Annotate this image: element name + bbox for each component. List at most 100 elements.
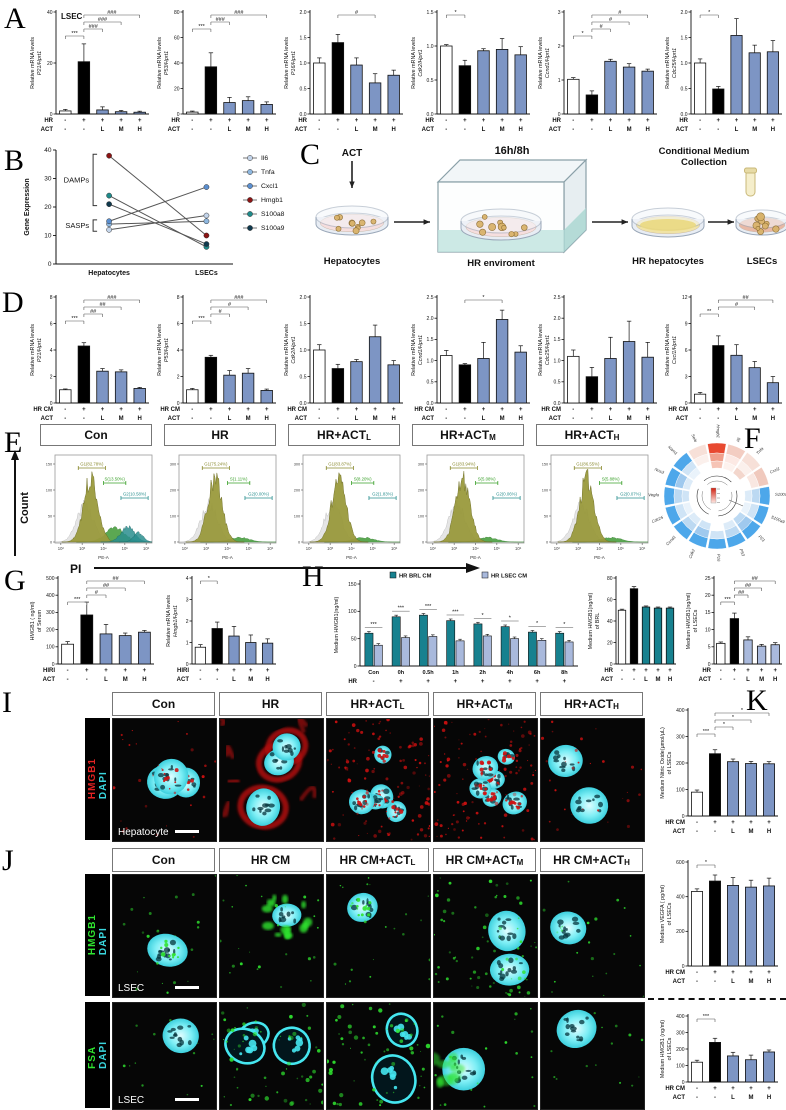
sig-label: # [228,302,232,308]
sig-label: # [735,302,739,308]
svg-text:+: + [143,668,147,674]
svg-text:1.0: 1.0 [300,61,307,67]
svg-text:300: 300 [170,462,177,467]
flow-condition-header-4: HR+ACT H [536,424,648,446]
svg-text:20: 20 [705,593,711,599]
bar [691,791,703,817]
grouped-bar-medium-hmgb1: 0 50 100 150 Medium HMGB1(ng/ml) HR BRL CM HR … [330,568,582,690]
svg-text:HR: HR [604,668,613,674]
svg-text:Cdk2/Hprt1: Cdk2/Hprt1 [291,336,297,363]
svg-text:-: - [720,677,722,683]
sig-label: ### [107,295,117,301]
svg-text:-: - [591,127,593,133]
bar [727,885,739,967]
svg-text:-: - [720,668,722,674]
sig-label: * [455,10,458,16]
svg-text:6h: 6h [534,670,541,676]
bar [228,635,240,665]
svg-text:+: + [713,820,717,826]
bar [514,351,527,404]
svg-text:+: + [101,407,105,413]
sig-label: ### [234,295,244,301]
panel-letter-d: D [2,286,24,319]
svg-text:***: *** [425,604,432,610]
bar [694,62,707,115]
svg-text:-: - [318,407,320,413]
svg-text:2.0: 2.0 [427,316,434,322]
svg-text:-: - [191,118,193,124]
svg-text:ACT: ACT [422,416,435,422]
svg-text:L: L [731,829,735,835]
chart-svg: 0 200 400 600 Medium VEGFA ( pg/ml) of LSECs *… [660,860,778,985]
svg-text:+: + [481,679,485,685]
svg-text:Relative mRNA levels: Relative mRNA levels [157,324,163,376]
svg-text:*: * [563,622,566,628]
panel-letter-k: K [746,684,768,717]
sig-label: # [95,590,99,596]
svg-text:+: + [746,668,750,674]
bar [350,64,363,115]
svg-text:+: + [749,820,753,826]
panel-letter-g: G [4,564,26,597]
channel-label: DAPI [97,771,109,800]
circular-heatmap: Hmgb1 Il6 Tnfa Cxcl1 S100a8 S100a9 P21 P53 P16 Cd… [648,424,786,564]
bar [766,382,779,404]
svg-text:40: 40 [47,10,53,16]
svg-text:H: H [767,979,771,985]
sig-label: ## [99,302,106,308]
gene-label: P21 [757,534,766,543]
sig-label: # [618,10,622,16]
sig-label: ## [752,576,759,582]
bar [458,65,472,115]
bar [622,341,636,404]
gene-label: Cxcl1 [769,466,781,475]
svg-text:HR CM: HR CM [668,407,688,413]
svg-text:Medium HMGB1(ng/ml): Medium HMGB1(ng/ml) [334,596,340,653]
svg-text:M: M [373,127,378,133]
micro-hepatocyte-acth [540,718,645,842]
svg-text:300: 300 [676,734,685,740]
series-dot [106,226,112,233]
svg-text:+: + [392,118,396,124]
svg-text:of Serum: of Serum [37,610,43,632]
sig-label: # [355,10,359,16]
svg-text:ACT: ACT [676,416,689,422]
svg-text:200: 200 [676,929,685,935]
sig-label: ### [216,17,226,23]
svg-text:40: 40 [174,61,180,67]
sig-label: * [708,10,711,16]
panel-letter-b: B [4,144,25,177]
bar [473,623,483,667]
bar-chart-hmgb1-brl: 0 20 40 60 80 Medium HMGB1(ng/ml) of BRL HR - + + +… [584,568,680,690]
svg-text:-: - [318,118,320,124]
svg-text:-: - [714,1095,716,1101]
svg-text:L: L [228,416,232,422]
svg-text:+: + [767,1086,771,1092]
svg-text:ACT: ACT [699,677,712,683]
svg-text:+: + [717,407,721,413]
svg-text:+: + [232,668,236,674]
gene-label: P16 [716,554,721,562]
svg-text:+: + [265,118,269,124]
svg-text:-: - [572,416,574,422]
svg-text:2.5: 2.5 [554,295,561,301]
svg-text:60: 60 [607,597,613,603]
svg-text:HR: HR [171,118,180,124]
panel-letter-e: E [4,426,23,459]
svg-text:Cdc25/Hprt1: Cdc25/Hprt1 [672,48,678,78]
bar [391,616,401,667]
bar [114,371,128,404]
svg-text:4: 4 [177,348,180,354]
hepatocyte-header-0: Con [112,692,215,716]
bar [313,62,326,115]
svg-text:Medium VEGFA ( pg/ml): Medium VEGFA ( pg/ml) [660,885,666,943]
svg-text:H: H [138,127,142,133]
svg-text:6: 6 [177,321,180,327]
sig-label: # [219,309,223,315]
sig-label: *** [198,316,205,322]
sig-label: # [600,24,604,30]
svg-text:Hepatocytes: Hepatocytes [324,256,381,267]
gate-label: G1(83.87%) [328,462,352,467]
svg-text:LSEC: LSEC [61,12,83,21]
bar-chart-p53-cm: 0 2 4 6 8 Relative mRNA levels P53/Hprt1 *** # # #… [153,287,280,429]
